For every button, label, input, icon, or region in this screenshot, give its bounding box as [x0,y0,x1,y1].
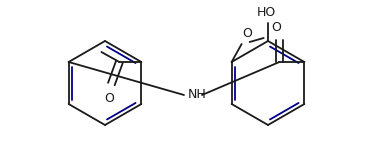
Text: O: O [272,21,281,34]
Text: O: O [104,92,114,105]
Text: HO: HO [256,6,276,19]
Text: O: O [243,27,253,40]
Text: NH: NH [188,89,207,102]
